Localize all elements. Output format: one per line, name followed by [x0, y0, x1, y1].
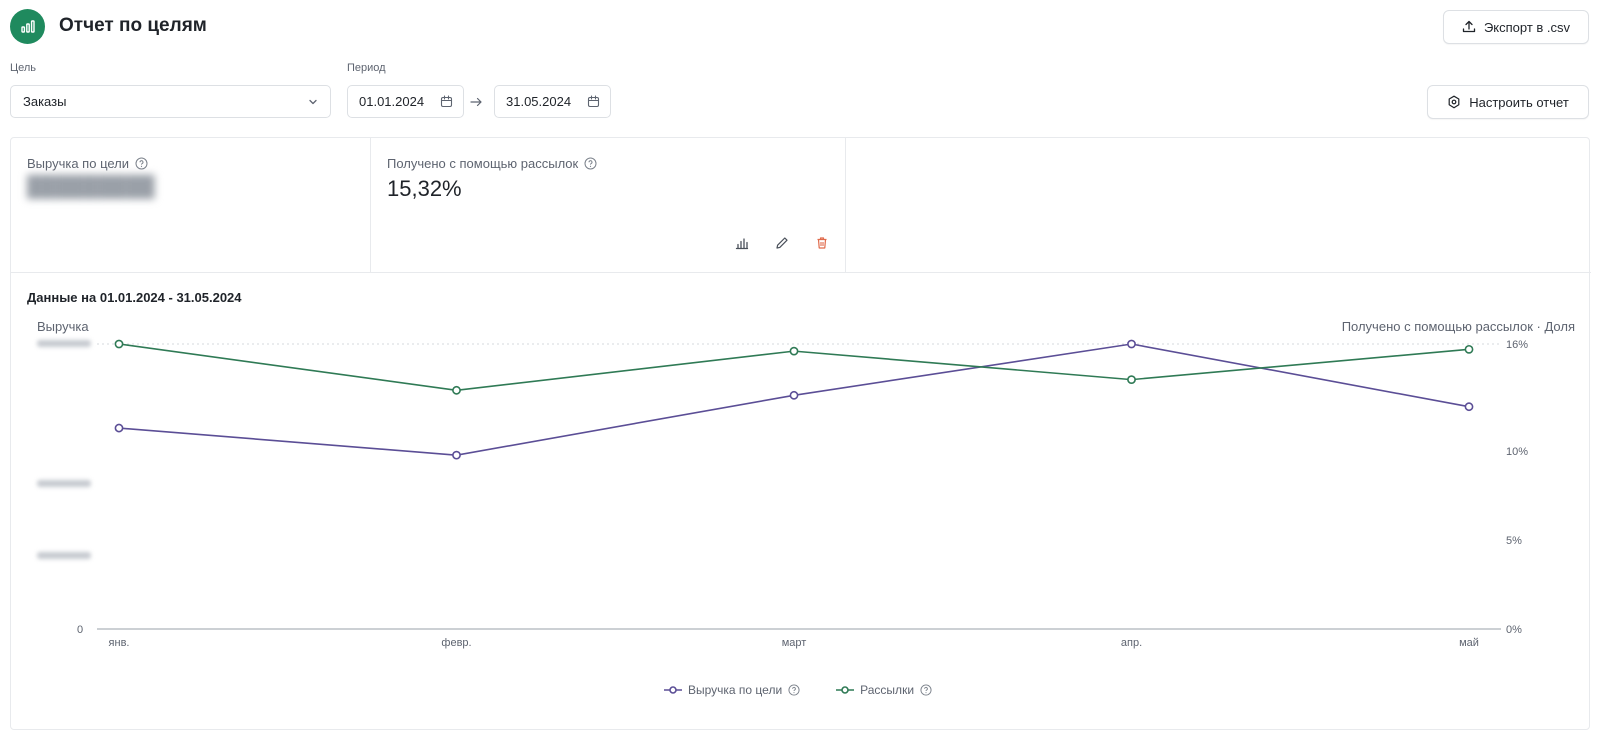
data-point [114, 423, 124, 433]
upload-icon [1462, 20, 1476, 33]
right-axis-title: Получено с помощью рассылок · Доля [1341, 319, 1575, 334]
kpi-divider [11, 272, 1591, 273]
calendar-icon [587, 95, 600, 108]
left-axis-tick-hidden [37, 552, 91, 559]
left-axis-tick: 0 [77, 624, 83, 636]
page-title: Отчет по целям [59, 15, 207, 36]
kpi-mailings-value: 15,32% [387, 176, 462, 201]
chart-icon[interactable] [733, 234, 751, 252]
kpi-card-revenue: Выручка по цели █████████ [11, 138, 371, 272]
data-point [1464, 344, 1474, 354]
x-axis-tick: март [782, 637, 807, 649]
legend-item-revenue[interactable]: Выручка по цели [663, 683, 806, 697]
help-icon[interactable] [788, 684, 800, 696]
kpi-card-mailings: Получено с помощью рассылок 15,32% [371, 138, 846, 272]
data-point [789, 346, 799, 356]
report-panel: Выручка по цели █████████ Получено с пом… [10, 137, 1591, 730]
date-from-value: 01.01.2024 [359, 94, 425, 109]
right-axis-tick: 10% [1506, 446, 1528, 458]
data-point [452, 450, 461, 460]
x-axis-tick: февр. [441, 637, 471, 649]
left-axis-title: Выручка [37, 319, 89, 334]
date-to-input[interactable]: 31.05.2024 [494, 85, 611, 118]
goal-select[interactable]: Заказы [10, 85, 331, 118]
calendar-icon [440, 95, 453, 108]
data-point [1464, 402, 1474, 412]
help-icon[interactable] [584, 157, 597, 170]
export-csv-label: Экспорт в .csv [1483, 19, 1571, 35]
help-icon[interactable] [135, 157, 148, 170]
date-from-input[interactable]: 01.01.2024 [347, 85, 464, 118]
configure-report-button[interactable]: Настроить отчет [1427, 85, 1589, 119]
x-axis-tick: апр. [1121, 637, 1142, 649]
data-point [789, 390, 799, 400]
goal-select-value: Заказы [23, 94, 67, 109]
configure-report-label: Настроить отчет [1469, 94, 1569, 110]
right-axis-tick: 0% [1506, 624, 1522, 636]
legend-line-revenue-icon [663, 686, 682, 694]
chart-legend: Выручка по цели Рассылки [11, 683, 1591, 697]
data-point [452, 385, 461, 395]
x-axis-tick: янв. [109, 637, 130, 649]
kpi-actions [733, 234, 831, 252]
right-axis-tick: 16% [1506, 339, 1528, 351]
legend-label-revenue: Выручка по цели [687, 683, 783, 697]
goal-label: Цель [10, 62, 37, 74]
help-icon[interactable] [920, 684, 932, 696]
gear-icon [1448, 95, 1460, 109]
kpi-mailings-label: Получено с помощью рассылок [387, 156, 579, 171]
right-axis-tick: 5% [1506, 535, 1522, 547]
pencil-icon[interactable] [773, 234, 791, 252]
arrow-right-icon [470, 97, 482, 107]
kpi-revenue-label: Выручка по цели [27, 156, 130, 171]
chevron-down-icon [309, 99, 317, 104]
export-csv-button[interactable]: Экспорт в .csv [1443, 10, 1589, 44]
data-point [114, 339, 124, 349]
date-to-value: 31.05.2024 [506, 94, 572, 109]
legend-label-mailings: Рассылки [860, 683, 915, 697]
left-axis-tick-hidden [37, 480, 91, 487]
legend-item-mailings[interactable]: Рассылки [836, 683, 938, 697]
x-axis-tick: май [1459, 637, 1479, 649]
legend-line-mailings-icon [836, 686, 855, 694]
goal-chart: 16% 10% 5% 0% 0 янв. февр. март апр. май [37, 339, 1528, 649]
period-label: Период [347, 62, 386, 74]
trash-icon[interactable] [813, 234, 831, 252]
data-point [1127, 339, 1136, 349]
chart-title: Данные на 01.01.2024 - 31.05.2024 [27, 290, 242, 305]
page-header: Отчет по целям [10, 8, 207, 44]
report-logo-icon [10, 8, 45, 44]
kpi-revenue-value-hidden: █████████ [27, 176, 155, 198]
data-point [1127, 375, 1136, 385]
left-axis-tick-hidden [37, 340, 91, 347]
